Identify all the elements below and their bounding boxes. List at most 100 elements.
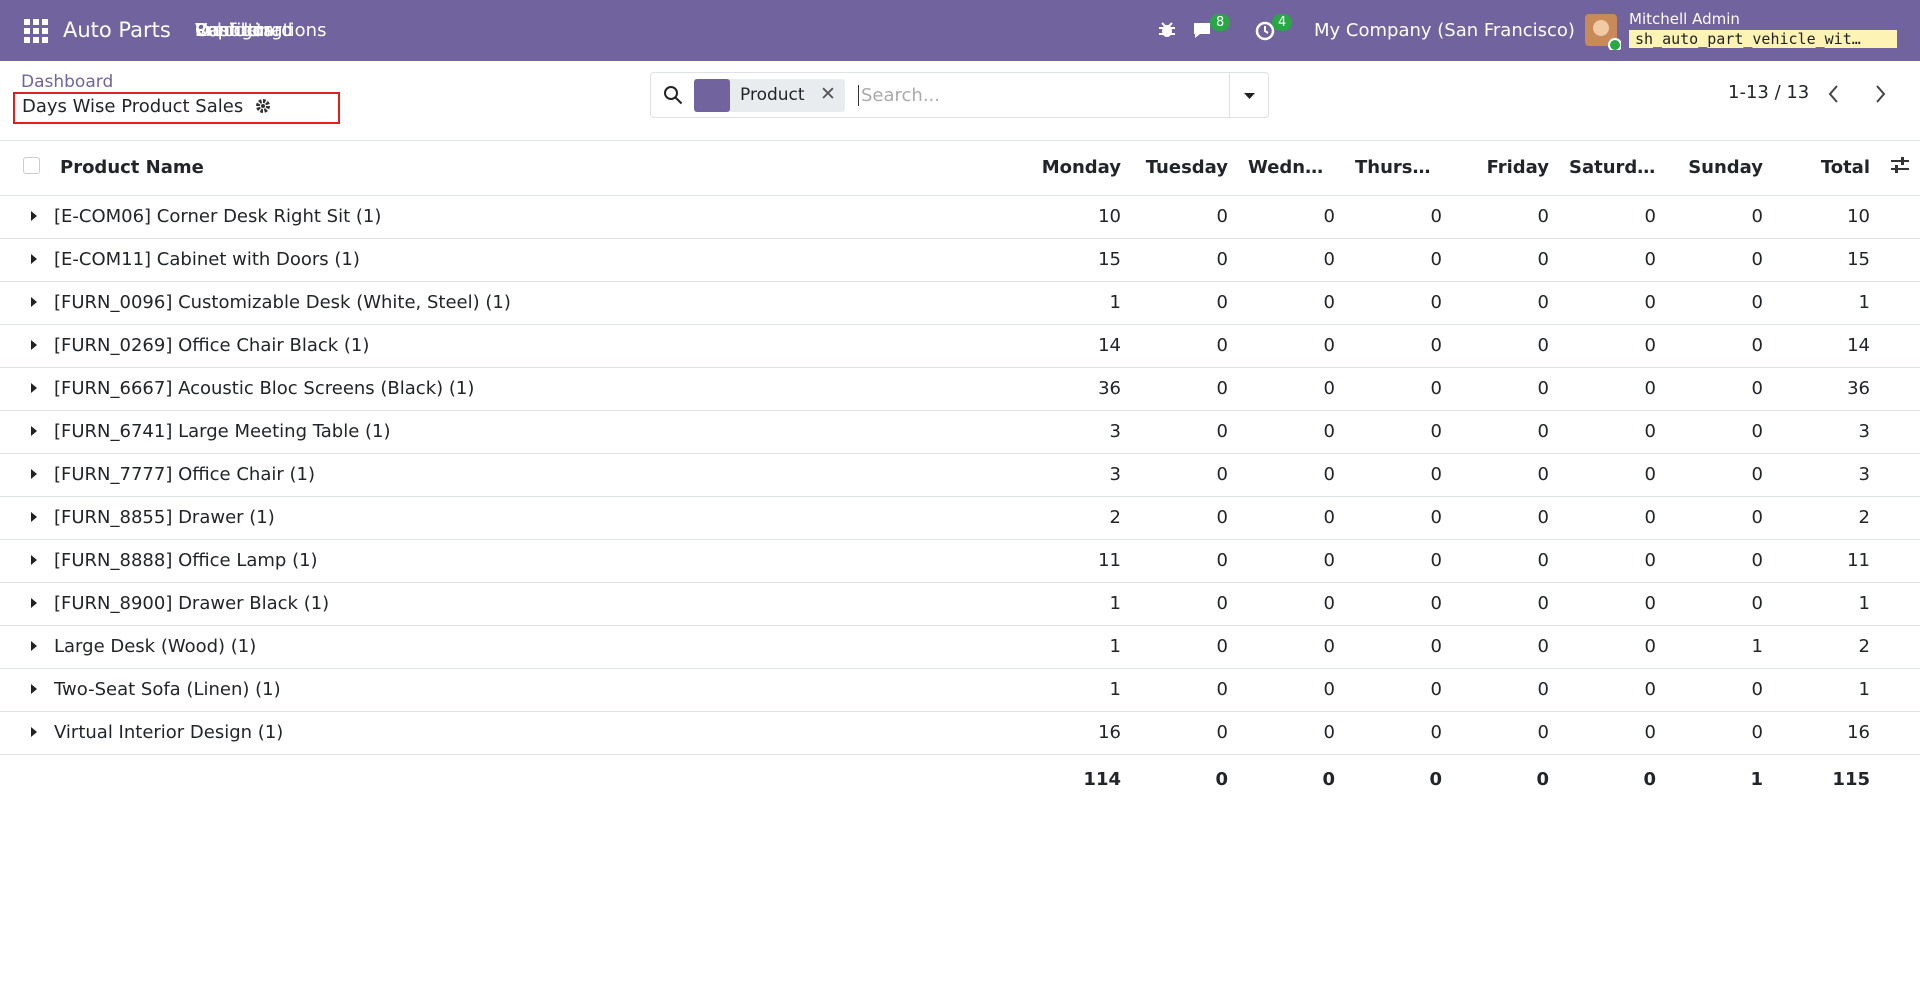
column-header[interactable]: Sunday bbox=[1666, 141, 1773, 196]
group-name[interactable]: [FURN_0269] Office Chair Black (1) bbox=[0, 324, 1024, 368]
group-row[interactable]: Virtual Interior Design (1) 16 0 0 0 0 0 0 16 bbox=[0, 711, 1920, 755]
spacer bbox=[1880, 367, 1920, 411]
breadcrumb[interactable]: Dashboard bbox=[21, 72, 114, 92]
cell-value: 0 bbox=[1559, 324, 1666, 368]
user-name[interactable]: Mitchell Admin bbox=[1629, 10, 1740, 28]
search-icon[interactable] bbox=[663, 85, 683, 105]
group-row[interactable]: [E-COM11] Cabinet with Doors (1) 15 0 0 0 0 0 0… bbox=[0, 238, 1920, 282]
cell-value: 0 bbox=[1131, 668, 1238, 712]
cell-value: 1 bbox=[1024, 668, 1131, 712]
group-name[interactable]: [FURN_8888] Office Lamp (1) bbox=[0, 539, 1024, 583]
cell-value: 0 bbox=[1666, 582, 1773, 626]
search-toggle[interactable] bbox=[1229, 73, 1268, 117]
total-value: 115 bbox=[1832, 768, 1870, 790]
cell-value: 0 bbox=[1559, 582, 1666, 626]
spacer bbox=[1880, 496, 1920, 540]
group-name[interactable]: [FURN_6667] Acoustic Bloc Screens (Black… bbox=[0, 367, 1024, 411]
group-row[interactable]: [FURN_6741] Large Meeting Table (1) 3 0 0 0 0… bbox=[0, 410, 1920, 454]
cell-value: 0 bbox=[1238, 410, 1345, 454]
cell-value: 0 bbox=[1559, 539, 1666, 583]
group-name[interactable]: [FURN_8900] Drawer Black (1) bbox=[0, 582, 1024, 626]
group-label: [FURN_7777] Office Chair (1) bbox=[54, 464, 315, 485]
column-header[interactable]: Monday bbox=[1024, 141, 1131, 196]
cell-value: 0 bbox=[1131, 410, 1238, 454]
group-name[interactable]: Large Desk (Wood) (1) bbox=[0, 625, 1024, 669]
title-box: Days Wise Product Sales bbox=[13, 92, 340, 124]
group-name[interactable]: [FURN_8855] Drawer (1) bbox=[0, 496, 1024, 540]
cell-value: 0 bbox=[1345, 539, 1452, 583]
cell-value: 0 bbox=[1666, 711, 1773, 755]
avatar[interactable] bbox=[1585, 14, 1621, 50]
total-value: 114 bbox=[1083, 768, 1121, 790]
gear-icon[interactable] bbox=[255, 98, 271, 114]
cell-value: 2 bbox=[1773, 625, 1880, 669]
navbar: Auto Parts Dashboard Vehicle Products Repor… bbox=[0, 0, 1920, 61]
group-name[interactable]: [FURN_6741] Large Meeting Table (1) bbox=[0, 410, 1024, 454]
cell-value: 0 bbox=[1452, 281, 1559, 325]
spacer bbox=[1880, 281, 1920, 325]
cell-value: 0 bbox=[1238, 324, 1345, 368]
column-header[interactable]: Wednes... bbox=[1238, 141, 1345, 196]
cell-value: 10 bbox=[1773, 195, 1880, 239]
column-header[interactable]: Saturday bbox=[1559, 141, 1666, 196]
select-all[interactable] bbox=[0, 141, 50, 196]
cell-value: 0 bbox=[1345, 367, 1452, 411]
app-name[interactable]: Auto Parts bbox=[63, 18, 171, 42]
group-row[interactable]: [FURN_0269] Office Chair Black (1) 14 0 0 0 0… bbox=[0, 324, 1920, 368]
column-header[interactable]: Product Name bbox=[50, 141, 1024, 196]
group-row[interactable]: [FURN_7777] Office Chair (1) 3 0 0 0 0 0 0 3 bbox=[0, 453, 1920, 497]
group-row[interactable]: [FURN_0096] Customizable Desk (White, St… bbox=[0, 281, 1920, 325]
group-row[interactable]: [FURN_8855] Drawer (1) 2 0 0 0 0 0 0 2 bbox=[0, 496, 1920, 540]
cell-value: 14 bbox=[1773, 324, 1880, 368]
cell-value: 0 bbox=[1238, 496, 1345, 540]
cell-value: 0 bbox=[1238, 367, 1345, 411]
group-name[interactable]: Virtual Interior Design (1) bbox=[0, 711, 1024, 755]
cell-value: 16 bbox=[1024, 711, 1131, 755]
cell-value: 0 bbox=[1131, 238, 1238, 282]
cell-value: 0 bbox=[1131, 625, 1238, 669]
group-row[interactable]: [E-COM06] Corner Desk Right Sit (1) 10 0 0 0… bbox=[0, 195, 1920, 239]
cell-value: 0 bbox=[1131, 324, 1238, 368]
column-header[interactable]: Tuesday bbox=[1131, 141, 1238, 196]
menu-item[interactable]: Configurations bbox=[195, 20, 327, 41]
cell-value: 0 bbox=[1345, 582, 1452, 626]
activity-icon[interactable] bbox=[1254, 20, 1276, 42]
cell-value: 0 bbox=[1345, 496, 1452, 540]
menu-item[interactable]: Dashboard bbox=[195, 20, 293, 41]
group-name[interactable]: [FURN_0096] Customizable Desk (White, St… bbox=[0, 281, 1024, 325]
apps-icon[interactable] bbox=[24, 19, 48, 43]
column-header[interactable]: Friday bbox=[1452, 141, 1559, 196]
optional-columns[interactable] bbox=[1880, 141, 1920, 196]
cell-value: 0 bbox=[1666, 195, 1773, 239]
group-row[interactable]: [FURN_8900] Drawer Black (1) 1 0 0 0 0 0 0 1 bbox=[0, 582, 1920, 626]
cell-value: 1 bbox=[1773, 668, 1880, 712]
cell-value: 0 bbox=[1131, 195, 1238, 239]
menu-item[interactable]: Products bbox=[195, 20, 273, 41]
group-row[interactable]: Two-Seat Sofa (Linen) (1) 1 0 0 0 0 0 0 1 bbox=[0, 668, 1920, 712]
group-label: Virtual Interior Design (1) bbox=[54, 722, 284, 743]
group-name[interactable]: [E-COM11] Cabinet with Doors (1) bbox=[0, 238, 1024, 282]
debug-icon[interactable] bbox=[1157, 20, 1177, 40]
activity-badge: 4 bbox=[1272, 14, 1293, 31]
column-header[interactable]: Thursday bbox=[1345, 141, 1452, 196]
search-input[interactable]: Search... bbox=[858, 85, 940, 106]
cell-value: 11 bbox=[1024, 539, 1131, 583]
group-name[interactable]: Two-Seat Sofa (Linen) (1) bbox=[0, 668, 1024, 712]
facet-remove[interactable]: ✕ bbox=[820, 83, 836, 105]
cell-value: 0 bbox=[1345, 238, 1452, 282]
group-name[interactable]: [E-COM06] Corner Desk Right Sit (1) bbox=[0, 195, 1024, 239]
group-row[interactable]: [FURN_8888] Office Lamp (1) 11 0 0 0 0 0 0 11 bbox=[0, 539, 1920, 583]
menu-item[interactable]: Reporting bbox=[195, 20, 283, 41]
group-row[interactable]: Large Desk (Wood) (1) 1 0 0 0 0 0 1 2 bbox=[0, 625, 1920, 669]
group-label: [FURN_6667] Acoustic Bloc Screens (Black… bbox=[54, 378, 475, 399]
company[interactable]: My Company (San Francisco) bbox=[1314, 20, 1575, 41]
menu-item[interactable]: Vehicle bbox=[195, 20, 260, 41]
pager-arrows[interactable] bbox=[1825, 83, 1895, 105]
cell-value: 0 bbox=[1452, 195, 1559, 239]
column-header[interactable]: Total bbox=[1773, 141, 1880, 196]
group-row[interactable]: [FURN_6667] Acoustic Bloc Screens (Black… bbox=[0, 367, 1920, 411]
messages-icon[interactable] bbox=[1192, 20, 1216, 42]
total-value: 0 bbox=[1643, 768, 1656, 790]
group-name[interactable]: [FURN_7777] Office Chair (1) bbox=[0, 453, 1024, 497]
control-panel: Dashboard Days Wise Product Sales Produc… bbox=[0, 61, 1920, 141]
